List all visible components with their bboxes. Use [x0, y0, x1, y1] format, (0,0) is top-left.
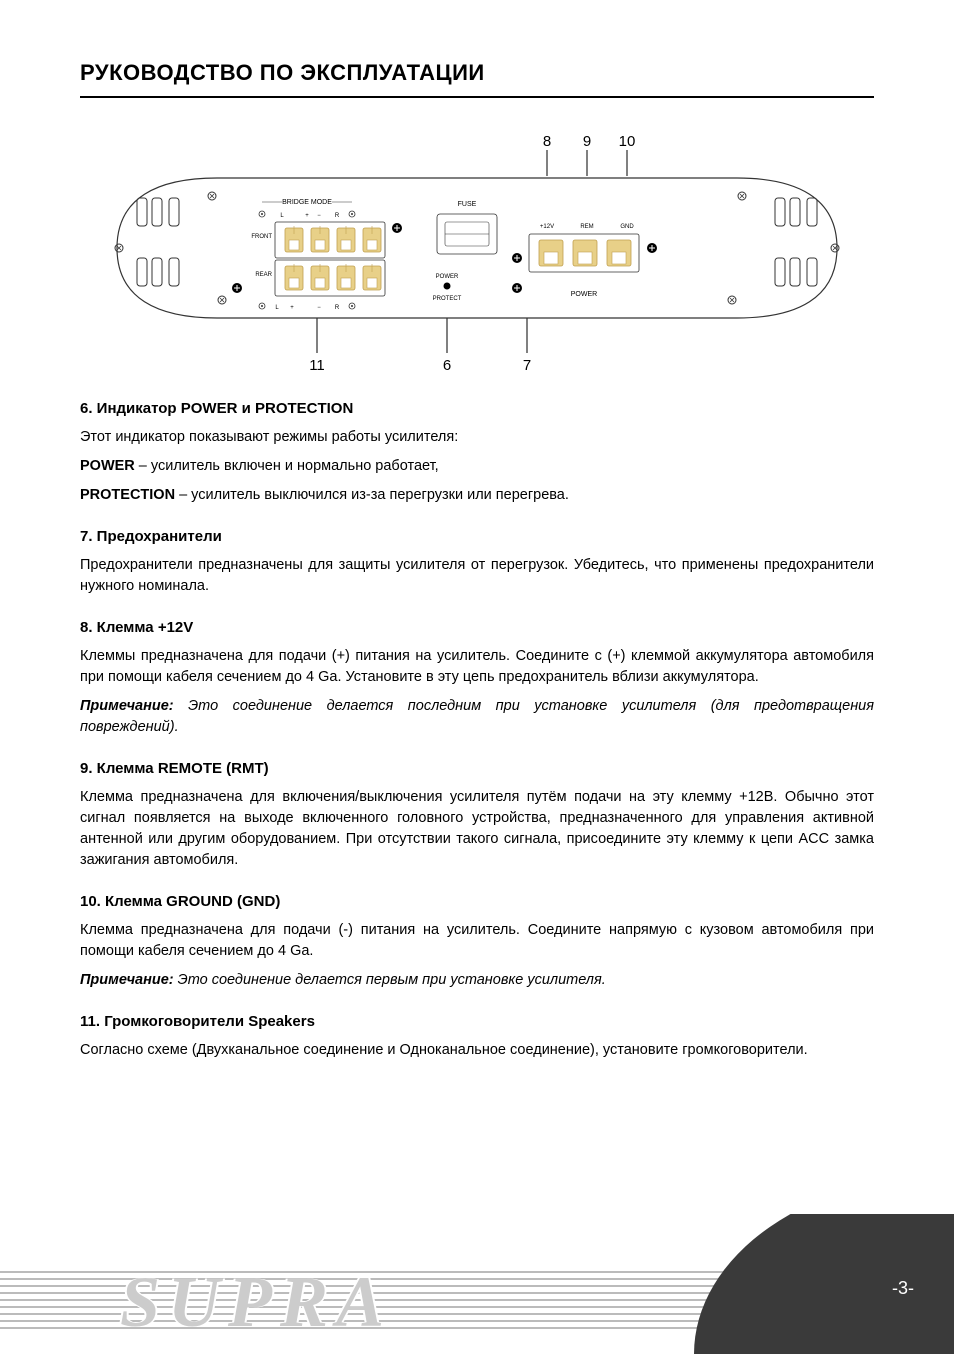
brand-watermark: SUPRA [120, 1261, 392, 1344]
svg-text:BRIDGE MODE: BRIDGE MODE [282, 199, 332, 206]
svg-text:+12V: +12V [540, 224, 554, 230]
svg-text:11: 11 [309, 357, 325, 374]
sections-container: 6. Индикатор POWER и PROTECTION Этот инди… [80, 400, 874, 1061]
body-paragraph: POWER – усилитель включен и нормально ра… [80, 456, 874, 477]
svg-text:R: R [335, 305, 340, 311]
section-heading: 9. Клемма REMOTE (RMT) [80, 760, 874, 777]
page-footer: SUPRA -3- [0, 1214, 954, 1354]
amplifier-diagram: 8 9 10 11 6 7 BRIDGE MODE L + − R FRONT REAR L + − R FUSE… [80, 128, 874, 378]
section-heading: 11. Громкоговорители Speakers [80, 1013, 874, 1030]
page-title: РУКОВОДСТВО ПО ЭКСПЛУАТАЦИИ [80, 60, 874, 98]
svg-text:FRONT: FRONT [251, 234, 272, 240]
svg-text:+: + [290, 305, 294, 311]
section-heading: 7. Предохранители [80, 528, 874, 545]
section-heading: 6. Индикатор POWER и PROTECTION [80, 400, 874, 417]
body-paragraph: PROTECTION – усилитель выключился из-за … [80, 485, 874, 506]
section-heading: 10. Клемма GROUND (GND) [80, 893, 874, 910]
body-paragraph: Клемма предназначена для подачи (-) пита… [80, 920, 874, 962]
svg-text:R: R [335, 213, 340, 219]
svg-text:10: 10 [619, 133, 636, 150]
body-paragraph: Предохранители предназначены для защиты … [80, 555, 874, 597]
svg-text:PROTECT: PROTECT [433, 296, 462, 302]
svg-text:8: 8 [543, 133, 551, 150]
svg-text:6: 6 [443, 357, 451, 374]
page: РУКОВОДСТВО ПО ЭКСПЛУАТАЦИИ 8 9 10 11 6 7 BRID… [0, 0, 954, 1061]
svg-text:GND: GND [620, 224, 634, 230]
svg-text:−: − [317, 213, 321, 219]
body-paragraph: Этот индикатор показывают режимы работы … [80, 427, 874, 448]
svg-text:REAR: REAR [255, 272, 272, 278]
body-paragraph: Примечание: Это соединение делается перв… [80, 970, 874, 991]
svg-text:L: L [280, 213, 284, 219]
svg-text:POWER: POWER [571, 291, 597, 298]
svg-text:−: − [317, 305, 321, 311]
svg-text:7: 7 [523, 357, 531, 374]
body-paragraph: Клемма предназначена для включения/выклю… [80, 787, 874, 871]
svg-text:REM: REM [580, 224, 593, 230]
svg-text:POWER: POWER [436, 274, 459, 280]
svg-text:+: + [305, 213, 309, 219]
body-paragraph: Примечание: Это соединение делается посл… [80, 696, 874, 738]
section-heading: 8. Клемма +12V [80, 619, 874, 636]
body-paragraph: Клеммы предназначена для подачи (+) пита… [80, 646, 874, 688]
svg-text:L: L [275, 305, 279, 311]
page-number: -3- [892, 1278, 914, 1299]
svg-text:FUSE: FUSE [458, 201, 477, 208]
body-paragraph: Согласно схеме (Двухканальное соединение… [80, 1040, 874, 1061]
svg-text:9: 9 [583, 133, 591, 150]
footer-corner [694, 1214, 954, 1354]
